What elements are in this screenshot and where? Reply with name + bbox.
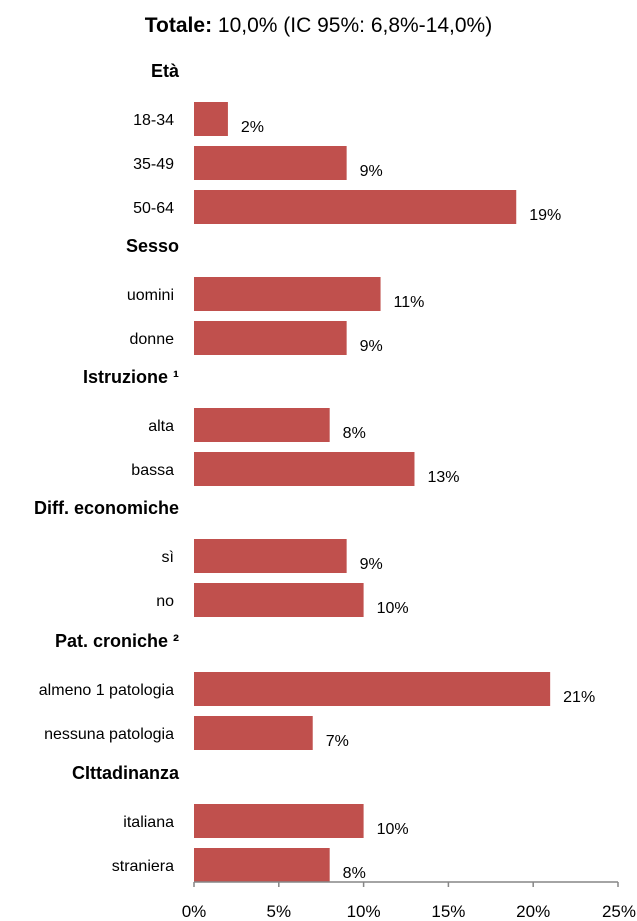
- data-label: 11%: [394, 294, 425, 311]
- data-label: 8%: [343, 865, 366, 882]
- x-tick-label: 10%: [347, 902, 381, 921]
- data-label: 10%: [377, 600, 409, 617]
- x-tick-label: 15%: [431, 902, 465, 921]
- bar: [194, 672, 551, 706]
- data-label: 9%: [360, 338, 383, 355]
- x-tick-label: 5%: [267, 902, 292, 921]
- x-tick-label: 0%: [182, 902, 207, 921]
- data-label: 10%: [377, 821, 409, 838]
- group-heading: Sesso: [126, 236, 179, 256]
- bar: [194, 848, 330, 882]
- category-label: alta: [148, 418, 174, 435]
- bar: [194, 408, 330, 442]
- category-label: 50-64: [133, 200, 174, 217]
- data-label: 21%: [563, 689, 595, 706]
- data-label: 2%: [241, 119, 264, 136]
- bar: [194, 716, 313, 750]
- category-label: nessuna patologia: [44, 726, 174, 743]
- category-label: uomini: [127, 287, 174, 304]
- bar: [194, 539, 347, 573]
- group-heading: Età: [151, 61, 180, 81]
- group-heading: Istruzione ¹: [83, 367, 179, 387]
- data-label: 9%: [360, 556, 383, 573]
- chart-title-text: 10,0% (IC 95%: 6,8%-14,0%): [217, 14, 493, 37]
- data-label: 19%: [529, 207, 561, 224]
- category-label: italiana: [123, 814, 174, 831]
- bar: [194, 583, 364, 617]
- data-label: 7%: [326, 733, 349, 750]
- group-heading: Pat. croniche ²: [55, 631, 179, 651]
- bar: [194, 190, 517, 224]
- category-label: donne: [130, 331, 175, 348]
- category-label: 18-34: [133, 112, 174, 129]
- bar: [194, 102, 228, 136]
- category-label: sì: [162, 549, 174, 566]
- group-heading: CIttadinanza: [72, 763, 180, 783]
- category-label: 35-49: [133, 156, 174, 173]
- x-tick-label: 25%: [602, 902, 636, 921]
- category-label: straniera: [112, 858, 174, 875]
- category-label: almeno 1 patologia: [39, 682, 174, 699]
- bar: [194, 321, 347, 355]
- data-label: 9%: [360, 163, 383, 180]
- group-heading: Diff. economiche: [34, 498, 179, 518]
- bar: [194, 804, 364, 838]
- chart-title-bold: Totale:: [144, 14, 213, 37]
- category-label: bassa: [131, 462, 174, 479]
- bar: [194, 452, 415, 486]
- data-label: 8%: [343, 425, 366, 442]
- x-tick-label: 20%: [516, 902, 550, 921]
- chart-title: Totale: 10,0% (IC 95%: 6,8%-14,0%): [0, 14, 637, 38]
- bar: [194, 277, 381, 311]
- category-label: no: [156, 593, 174, 610]
- data-label: 13%: [427, 469, 459, 486]
- bar: [194, 146, 347, 180]
